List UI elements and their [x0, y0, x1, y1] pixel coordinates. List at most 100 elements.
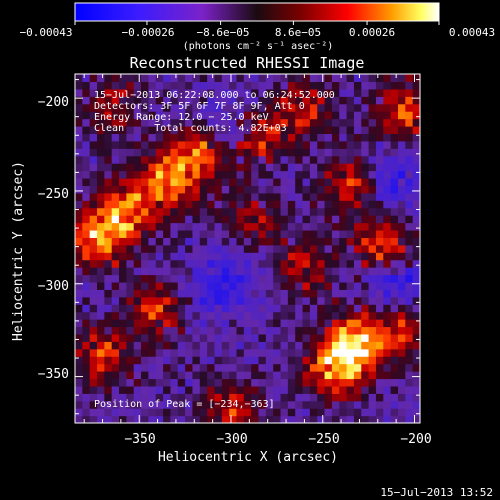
heatmap-cell: [75, 267, 83, 276]
heatmap-cell: [317, 326, 326, 335]
heatmap-cell: [126, 81, 135, 90]
heatmap-cell: [104, 244, 113, 253]
heatmap-cell: [383, 244, 392, 253]
heatmap-cell: [280, 281, 289, 290]
heatmap-cell: [383, 237, 392, 246]
heatmap-cell: [177, 333, 186, 342]
heatmap-cell: [177, 311, 186, 320]
heatmap-cell: [346, 185, 355, 194]
heatmap-cell: [170, 118, 179, 127]
heatmap-cell: [375, 281, 384, 290]
heatmap-cell: [97, 267, 105, 276]
heatmap-cell: [258, 111, 267, 120]
heatmap-cell: [199, 170, 208, 179]
heatmap-cell: [295, 111, 304, 120]
heatmap-cell: [265, 74, 274, 83]
heatmap-cell: [111, 200, 120, 209]
heatmap-cell: [111, 155, 120, 164]
heatmap-cell: [155, 304, 164, 313]
heatmap-cell: [383, 304, 392, 313]
heatmap-cell: [126, 281, 135, 290]
heatmap-cell: [339, 319, 348, 328]
heatmap-cell: [251, 259, 260, 268]
heatmap-cell: [111, 133, 120, 142]
heatmap-cell: [126, 244, 135, 253]
heatmap-cell: [258, 289, 267, 298]
heatmap-cell: [133, 252, 142, 261]
heatmap-cell: [302, 237, 311, 246]
heatmap-cell: [361, 148, 370, 157]
heatmap-cell: [295, 74, 304, 83]
heatmap-cell: [75, 74, 83, 83]
heatmap-cell: [390, 111, 399, 120]
heatmap-cell: [361, 88, 370, 97]
heatmap-cell: [111, 378, 120, 387]
heatmap-cell: [155, 363, 164, 372]
heatmap-cell: [119, 170, 127, 179]
heatmap-cell: [155, 222, 164, 231]
heatmap-cell: [75, 148, 83, 157]
heatmap-cell: [119, 229, 127, 238]
heatmap-cell: [221, 393, 230, 402]
heatmap-cell: [207, 274, 216, 283]
heatmap-cell: [309, 326, 318, 335]
heatmap-cell: [82, 207, 91, 216]
heatmap-cell: [119, 207, 127, 216]
heatmap-cell: [405, 200, 414, 209]
heatmap-cell: [89, 415, 98, 423]
heatmap-cell: [339, 244, 348, 253]
heatmap-cell: [375, 356, 384, 365]
heatmap-cell: [368, 148, 377, 157]
heatmap-cell: [273, 88, 282, 97]
heatmap-cell: [405, 371, 414, 380]
heatmap-cell: [339, 229, 348, 238]
heatmap-cell: [258, 215, 267, 224]
heatmap-cell: [331, 341, 340, 350]
heatmap-cell: [353, 222, 362, 231]
heatmap-cell: [192, 88, 201, 97]
heatmap-cell: [177, 215, 186, 224]
heatmap-cell: [324, 88, 333, 97]
heatmap-cell: [214, 333, 223, 342]
heatmap-cell: [397, 103, 406, 112]
heatmap-cell: [126, 304, 135, 313]
heatmap-cell: [214, 155, 223, 164]
heatmap-cell: [236, 111, 245, 120]
heatmap-cell: [207, 259, 216, 268]
y-tick-label: −200: [38, 95, 69, 110]
heatmap-cell: [185, 222, 194, 231]
heatmap-cell: [309, 408, 318, 417]
heatmap-cell: [104, 408, 113, 417]
heatmap-cell: [390, 148, 399, 157]
heatmap-cell: [273, 244, 282, 253]
heatmap-cell: [126, 400, 135, 409]
heatmap-cell: [97, 207, 105, 216]
heatmap-cell: [383, 333, 392, 342]
heatmap-cell: [170, 148, 179, 157]
heatmap-cell: [353, 281, 362, 290]
heatmap-cell: [361, 155, 370, 164]
heatmap-cell: [361, 311, 370, 320]
heatmap-cell: [324, 118, 333, 127]
heatmap-cell: [243, 215, 252, 224]
heatmap-cell: [295, 88, 304, 97]
heatmap-cell: [75, 281, 83, 290]
heatmap-cell: [126, 125, 135, 135]
heatmap-cell: [148, 400, 157, 409]
heatmap-cell: [309, 267, 318, 276]
heatmap-cell: [141, 348, 149, 357]
heatmap-cell: [155, 140, 164, 149]
heatmap-cell: [97, 356, 105, 365]
heatmap-cell: [148, 200, 157, 209]
heatmap-cell: [273, 378, 282, 387]
heatmap-cell: [346, 348, 355, 357]
heatmap-cell: [309, 356, 318, 365]
heatmap-cell: [375, 304, 384, 313]
heatmap-cell: [207, 81, 216, 90]
heatmap-cell: [111, 207, 120, 216]
heatmap-cell: [170, 207, 179, 216]
heatmap-cell: [346, 125, 355, 135]
heatmap-cell: [265, 118, 274, 127]
heatmap-cell: [412, 393, 420, 402]
heatmap-cell: [324, 237, 333, 246]
